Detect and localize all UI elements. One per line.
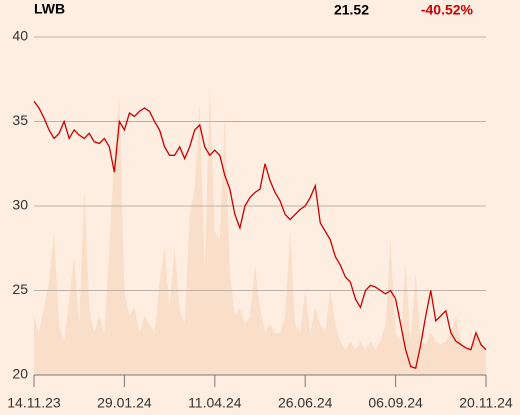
x-tick-label: 20.11.24 bbox=[459, 395, 513, 411]
y-tick-label: 30 bbox=[12, 197, 28, 213]
y-tick-label: 35 bbox=[12, 112, 28, 128]
volume-area bbox=[34, 87, 486, 375]
y-tick-label: 20 bbox=[12, 366, 28, 382]
x-tick-label: 29.01.24 bbox=[97, 395, 152, 411]
y-tick-label: 40 bbox=[12, 28, 28, 44]
y-tick-label: 25 bbox=[12, 281, 28, 297]
x-tick-label: 11.04.24 bbox=[188, 395, 242, 411]
change: -40.52% bbox=[421, 2, 474, 18]
ticker: LWB bbox=[34, 1, 65, 17]
x-tick-label: 14.11.23 bbox=[7, 395, 61, 411]
x-tick-label: 26.06.24 bbox=[278, 395, 333, 411]
x-tick-label: 06.09.24 bbox=[368, 395, 423, 411]
price-line bbox=[33, 100, 487, 370]
price: 21.52 bbox=[334, 2, 369, 18]
